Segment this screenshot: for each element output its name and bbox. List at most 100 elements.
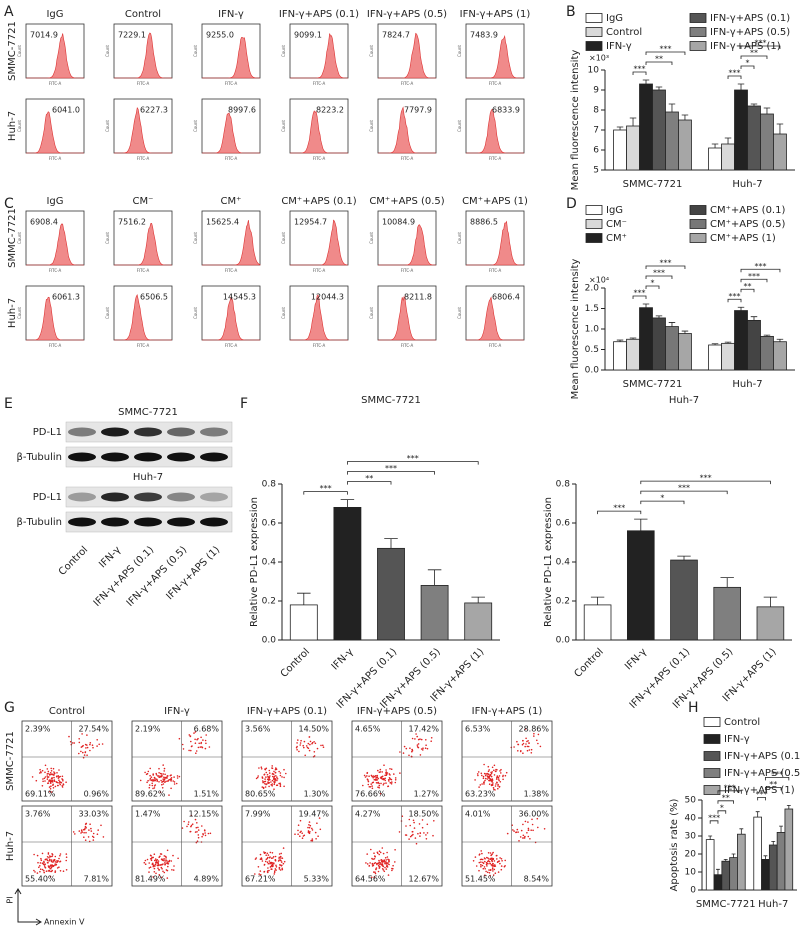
bar <box>613 129 627 171</box>
flow-dot <box>82 751 84 754</box>
flow-frame <box>21 805 113 887</box>
flow-dot <box>274 779 276 782</box>
histogram-peak <box>466 220 524 266</box>
blot-row-label: PD-L1 <box>33 427 62 438</box>
flow-dot <box>85 827 87 829</box>
legend-label: Control <box>606 27 642 38</box>
flow-dot <box>164 864 166 866</box>
flow-dot <box>204 829 206 832</box>
significance-label: *** <box>729 69 741 78</box>
flow-dot <box>524 728 527 730</box>
mfi-value: 8223.2 <box>316 106 344 115</box>
flow-dot <box>281 867 284 870</box>
flow-dot <box>370 774 373 777</box>
histogram-x-label: FITC-A <box>401 81 414 86</box>
blot-band <box>101 427 129 437</box>
significance-bracket <box>640 490 728 495</box>
flow-dot <box>149 854 152 857</box>
histogram-y-label: Count <box>193 307 198 319</box>
flow-dot <box>490 864 493 866</box>
flow-dot <box>278 770 280 773</box>
histogram-x-label: FITC-A <box>489 268 502 273</box>
flow-dot <box>481 774 483 777</box>
flow-dot <box>167 780 170 782</box>
flow-dot <box>487 852 490 854</box>
flow-dot <box>272 856 275 858</box>
flow-dot <box>531 818 533 821</box>
flow-dot <box>83 754 86 756</box>
flow-dot <box>489 874 491 877</box>
flow-dot <box>49 774 51 776</box>
flow-dot <box>378 784 381 787</box>
flow-dot <box>494 864 496 866</box>
flow-dot <box>204 832 206 834</box>
flow-dot <box>362 784 364 787</box>
flow-dot <box>85 747 87 749</box>
flow-dot <box>311 839 314 842</box>
flow-dot <box>374 871 376 873</box>
flow-dot <box>50 867 52 870</box>
flow-dot <box>263 871 265 873</box>
quadrant-percent: 4.89% <box>194 875 220 884</box>
significance-bracket <box>765 787 782 791</box>
flow-frame <box>461 720 553 802</box>
quadrant-percent: 55.40% <box>25 875 56 884</box>
flow-dot <box>197 829 200 831</box>
flow-dot <box>480 864 482 866</box>
flow-dot <box>365 862 367 864</box>
flow-dot <box>498 786 501 788</box>
flow-dot <box>388 777 391 779</box>
flow-dot <box>516 740 518 743</box>
bar <box>613 341 627 371</box>
flow-dot <box>387 862 389 864</box>
flow-dot <box>156 864 159 867</box>
flow-dot <box>177 857 179 860</box>
flow-dot <box>515 831 518 833</box>
flow-dot <box>279 772 282 774</box>
flow-dot <box>522 742 525 745</box>
histogram-peak <box>378 224 436 266</box>
flow-dot <box>270 781 272 783</box>
flow-dot <box>43 869 45 872</box>
flow-dot <box>204 747 207 750</box>
flow-dot <box>61 785 63 787</box>
mfi-value: 6908.4 <box>30 218 58 227</box>
flow-dot <box>89 749 91 752</box>
error-bar <box>297 592 311 605</box>
flow-dot <box>146 781 148 784</box>
flow-dot <box>274 868 277 870</box>
flow-dot <box>164 773 166 776</box>
flow-dot <box>394 849 396 851</box>
flow-frame <box>21 720 113 802</box>
flow-dot <box>413 821 415 824</box>
y-tick-label: 0.4 <box>262 558 277 568</box>
flow-dot <box>488 872 491 874</box>
flow-dot <box>149 779 151 781</box>
flow-dot <box>477 771 480 773</box>
flow-dot <box>49 780 51 783</box>
significance-bracket <box>709 820 719 824</box>
flow-dot <box>89 743 91 746</box>
flow-dot <box>201 746 204 749</box>
flow-dot <box>42 780 44 783</box>
flow-dot <box>376 782 379 784</box>
column-title: Control <box>49 706 85 717</box>
flow-dot <box>385 862 388 864</box>
flow-dot <box>300 739 302 742</box>
flow-dot <box>148 786 151 789</box>
flow-dot <box>480 858 483 861</box>
significance-bracket <box>347 461 479 465</box>
flow-dot <box>385 769 387 771</box>
quadrant-percent: 1.30% <box>304 790 330 799</box>
flow-dot <box>150 859 153 862</box>
bar <box>708 344 722 371</box>
bar <box>768 844 778 891</box>
flow-dot <box>489 778 492 781</box>
flow-dot <box>491 858 493 861</box>
flow-dot <box>483 772 486 775</box>
flow-dot <box>51 853 53 855</box>
quadrant-percent: 4.01% <box>465 810 491 819</box>
flow-dot <box>496 776 498 779</box>
flow-dot <box>84 839 87 841</box>
flow-dot <box>409 835 412 838</box>
